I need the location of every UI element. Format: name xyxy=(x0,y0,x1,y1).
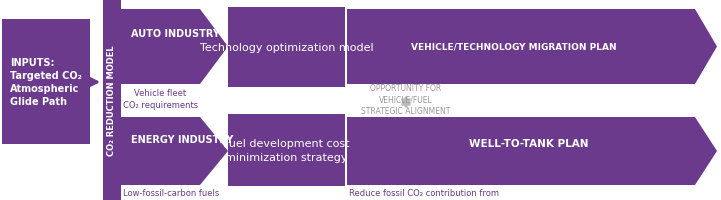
Text: WELL-TO-TANK PLAN: WELL-TO-TANK PLAN xyxy=(469,138,588,148)
Text: Vehicle fleet
CO₂ requirements: Vehicle fleet CO₂ requirements xyxy=(123,89,198,109)
Text: Reduce fossil CO₂ contribution from
fuel sources: Reduce fossil CO₂ contribution from fuel… xyxy=(349,188,499,200)
Bar xyxy=(228,8,345,88)
Text: OPPORTUNITY FOR
VEHICLE/FUEL
STRATEGIC ALIGNMENT: OPPORTUNITY FOR VEHICLE/FUEL STRATEGIC A… xyxy=(361,84,451,115)
Polygon shape xyxy=(347,10,717,85)
Text: INPUTS:
Targeted CO₂
Atmospheric
Glide Path: INPUTS: Targeted CO₂ Atmospheric Glide P… xyxy=(10,57,82,107)
Text: Low-fossil-carbon fuels
glide path: Low-fossil-carbon fuels glide path xyxy=(123,188,219,200)
Bar xyxy=(103,0,121,200)
Text: CO₂ REDUCTION MODEL: CO₂ REDUCTION MODEL xyxy=(107,45,117,155)
Polygon shape xyxy=(121,117,228,185)
Text: AUTO INDUSTRY: AUTO INDUSTRY xyxy=(131,29,220,39)
Text: Technology optimization model: Technology optimization model xyxy=(200,43,373,53)
Text: ENERGY INDUSTRY: ENERGY INDUSTRY xyxy=(131,134,234,144)
Polygon shape xyxy=(121,10,228,85)
Bar xyxy=(228,114,345,186)
Text: VEHICLE/TECHNOLOGY MIGRATION PLAN: VEHICLE/TECHNOLOGY MIGRATION PLAN xyxy=(411,43,617,52)
Bar xyxy=(2,20,90,144)
Text: Fuel development cost
minimization strategy: Fuel development cost minimization strat… xyxy=(224,139,350,162)
Polygon shape xyxy=(347,117,717,185)
